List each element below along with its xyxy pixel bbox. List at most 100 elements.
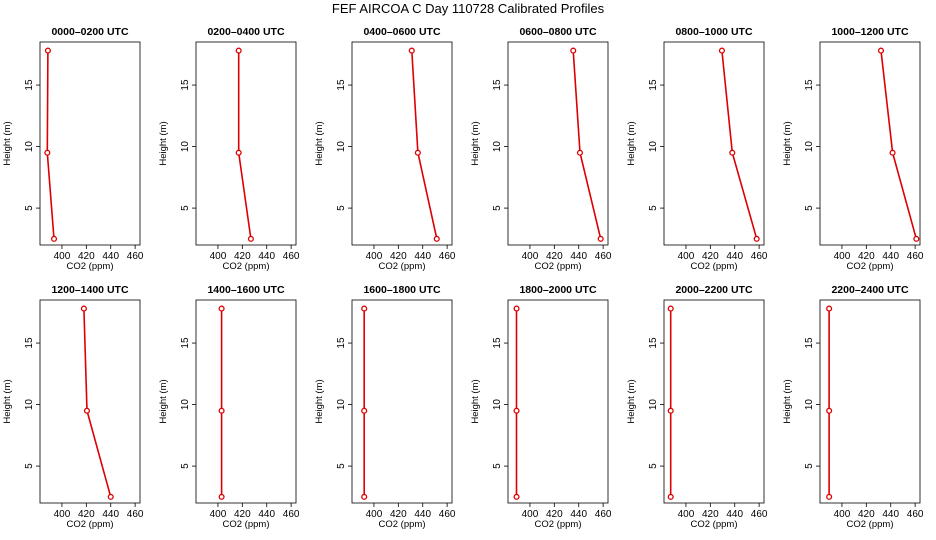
x-tick-label: 400 [678, 509, 695, 520]
data-point [247, 235, 254, 242]
data-point [218, 493, 225, 500]
x-tick-label: 400 [366, 509, 383, 520]
y-tick-label: 10 [180, 141, 191, 153]
data-point [826, 305, 833, 312]
y-tick-label: 5 [648, 205, 659, 211]
y-tick-label: 5 [336, 205, 347, 211]
data-point [826, 493, 833, 500]
panel-9: 1600–1800 UTC 400 420 440 460 5 10 15 CO2 (ppm) H… [314, 284, 456, 530]
figure-title: FEF AIRCOA C Day 110728 Calibrated Profi… [332, 1, 605, 16]
y-tick-label: 5 [804, 463, 815, 469]
plot-frame [507, 41, 609, 246]
data-point [913, 235, 920, 242]
panel-11: 2000–2200 UTC 400 420 440 460 5 10 15 CO2 (ppm) H… [626, 284, 768, 530]
y-tick-label: 5 [336, 463, 347, 469]
panel-title: 0200–0400 UTC [207, 26, 284, 38]
panel-3: 0400–0600 UTC 400 420 440 460 5 10 15 CO2 (ppm) H… [314, 26, 456, 272]
x-tick-label: 460 [283, 509, 300, 520]
x-tick-label: 440 [726, 509, 743, 520]
plot-frame [663, 41, 765, 246]
x-axis-label: CO2 (ppm) [223, 261, 270, 272]
panel-title: 0400–0600 UTC [363, 26, 440, 38]
x-tick-label: 440 [882, 509, 899, 520]
panel-title: 1000–1200 UTC [831, 26, 908, 38]
panel-title: 2000–2200 UTC [675, 284, 752, 296]
plot-frame [195, 299, 297, 504]
y-tick-label: 10 [492, 399, 503, 411]
y-axis-label: Height (m) [158, 121, 169, 165]
plot-frame [819, 299, 921, 504]
y-tick-label: 15 [648, 337, 659, 349]
plot-frame [819, 41, 921, 246]
x-tick-label: 400 [210, 509, 227, 520]
panel-title: 2200–2400 UTC [831, 284, 908, 296]
y-tick-label: 10 [336, 141, 347, 153]
x-tick-label: 460 [439, 251, 456, 262]
panel-6: 1000–1200 UTC 400 420 440 460 5 10 15 CO2 (ppm) H… [782, 26, 924, 272]
x-tick-label: 420 [390, 509, 407, 520]
data-point [361, 407, 368, 414]
y-axis-label: Height (m) [158, 379, 169, 423]
profile-line [237, 50, 252, 239]
x-tick-label: 460 [907, 251, 924, 262]
panel-title: 1400–1600 UTC [207, 284, 284, 296]
data-point [667, 407, 674, 414]
y-tick-label: 5 [24, 205, 35, 211]
y-tick-label: 15 [24, 79, 35, 91]
panel-title: 0000–0200 UTC [51, 26, 128, 38]
data-point [218, 407, 225, 414]
plot-frame [39, 299, 141, 504]
data-point [361, 305, 368, 312]
data-point [826, 407, 833, 414]
panel-1: 0000–0200 UTC 400 420 440 460 5 10 15 CO2 (ppm) H… [2, 26, 144, 272]
data-point [80, 305, 87, 312]
x-tick-label: 440 [258, 509, 275, 520]
x-tick-label: 400 [210, 251, 227, 262]
x-tick-label: 460 [439, 509, 456, 520]
panel-12: 2200–2400 UTC 400 420 440 460 5 10 15 CO2 (ppm) H… [782, 284, 924, 530]
data-point [513, 407, 520, 414]
x-tick-label: 400 [834, 251, 851, 262]
x-tick-label: 420 [546, 251, 563, 262]
panel-8: 1400–1600 UTC 400 420 440 460 5 10 15 CO2 (ppm) H… [158, 284, 300, 530]
x-tick-label: 420 [858, 509, 875, 520]
y-axis-label: Height (m) [626, 379, 637, 423]
x-tick-label: 460 [907, 509, 924, 520]
y-axis-label: Height (m) [470, 121, 481, 165]
panel-title: 1600–1800 UTC [363, 284, 440, 296]
data-point [414, 149, 421, 156]
x-tick-label: 440 [102, 251, 119, 262]
y-tick-label: 5 [492, 205, 503, 211]
y-tick-label: 15 [24, 337, 35, 349]
profile-line [721, 50, 758, 240]
y-tick-label: 15 [180, 79, 191, 91]
y-tick-label: 15 [336, 337, 347, 349]
data-point [576, 149, 584, 156]
x-axis-label: CO2 (ppm) [379, 261, 426, 272]
plot-frame [351, 299, 453, 504]
plot-frame [39, 41, 141, 246]
x-tick-label: 400 [54, 251, 71, 262]
x-tick-label: 400 [678, 251, 695, 262]
x-tick-label: 420 [702, 509, 719, 520]
x-tick-label: 400 [834, 509, 851, 520]
x-tick-label: 460 [595, 509, 612, 520]
profile-line [46, 50, 55, 239]
data-point [44, 47, 51, 54]
data-point [889, 149, 896, 156]
data-point [753, 235, 760, 242]
x-tick-label: 460 [751, 509, 768, 520]
x-tick-label: 420 [234, 509, 251, 520]
x-tick-label: 440 [570, 251, 587, 262]
data-point [83, 407, 91, 414]
x-tick-label: 420 [234, 251, 251, 262]
y-tick-label: 15 [492, 79, 503, 91]
x-tick-label: 400 [522, 251, 539, 262]
x-tick-label: 420 [78, 251, 95, 262]
y-tick-label: 10 [336, 399, 347, 411]
x-axis-label: CO2 (ppm) [535, 519, 582, 530]
y-tick-label: 10 [804, 141, 815, 153]
profile-line [880, 50, 918, 240]
plot-frame [351, 41, 453, 246]
